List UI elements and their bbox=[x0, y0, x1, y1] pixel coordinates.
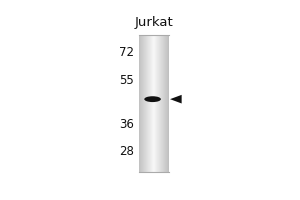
Bar bbox=[160, 35, 161, 172]
Bar bbox=[143, 35, 144, 172]
Text: 28: 28 bbox=[119, 145, 134, 158]
Bar bbox=[144, 35, 145, 172]
Bar bbox=[158, 35, 159, 172]
Bar bbox=[152, 35, 153, 172]
Bar bbox=[142, 35, 143, 172]
Bar bbox=[141, 35, 142, 172]
Bar bbox=[157, 35, 158, 172]
Bar bbox=[156, 35, 157, 172]
Bar bbox=[145, 35, 146, 172]
Text: Jurkat: Jurkat bbox=[134, 16, 173, 29]
Text: 36: 36 bbox=[119, 118, 134, 131]
Bar bbox=[149, 35, 150, 172]
Bar bbox=[147, 35, 148, 172]
Text: 55: 55 bbox=[119, 74, 134, 87]
Bar bbox=[140, 35, 141, 172]
Ellipse shape bbox=[144, 96, 161, 102]
Bar bbox=[148, 35, 149, 172]
Bar bbox=[166, 35, 167, 172]
Bar bbox=[167, 35, 168, 172]
Polygon shape bbox=[170, 95, 182, 103]
Bar bbox=[162, 35, 163, 172]
Bar bbox=[165, 35, 166, 172]
Text: 72: 72 bbox=[119, 46, 134, 59]
Bar bbox=[163, 35, 164, 172]
Bar bbox=[155, 35, 156, 172]
Bar bbox=[139, 35, 140, 172]
Bar bbox=[159, 35, 160, 172]
Bar bbox=[164, 35, 165, 172]
Bar bbox=[146, 35, 147, 172]
Bar bbox=[161, 35, 162, 172]
Bar bbox=[154, 35, 155, 172]
Bar bbox=[168, 35, 169, 172]
Bar bbox=[150, 35, 151, 172]
Bar bbox=[153, 35, 154, 172]
Bar bbox=[151, 35, 152, 172]
